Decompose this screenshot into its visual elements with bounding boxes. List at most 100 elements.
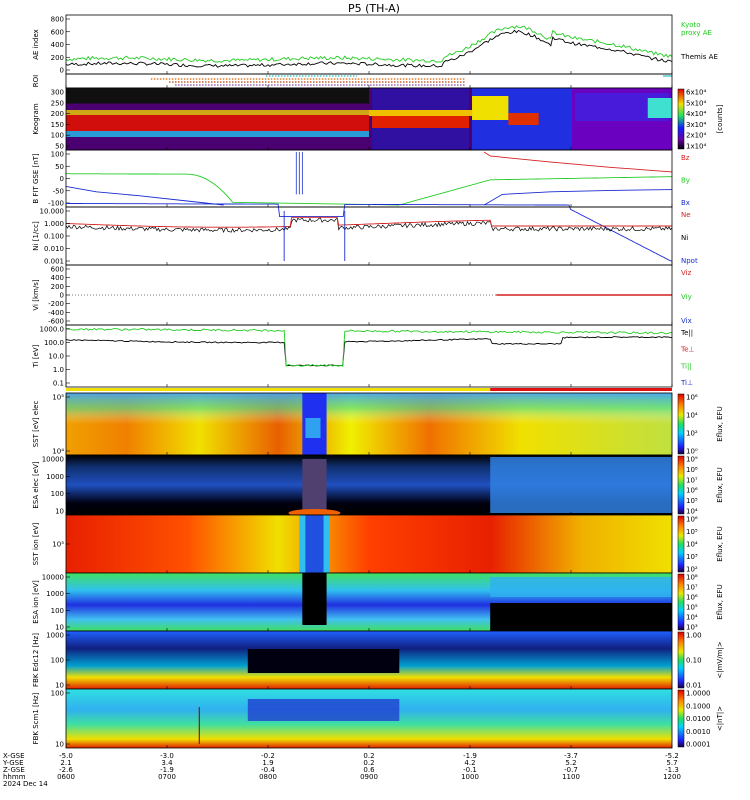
ytick-label: 50 bbox=[55, 143, 64, 151]
spectrogram-quiet bbox=[247, 699, 400, 721]
colorbar-label: Eflux, EFU bbox=[716, 584, 724, 619]
ytick-label: 10 bbox=[55, 508, 64, 516]
y-axis-label: Vi [km/s] bbox=[32, 279, 40, 310]
footer-value: 0600 bbox=[57, 773, 75, 781]
footer-value: -5.0 bbox=[59, 752, 73, 760]
colorbar-tick: 10⁷ bbox=[686, 476, 698, 484]
colorbar-fbk_b: 0.0001 0.0010 0.0100 0.1000 1.0000 <|nT|> bbox=[677, 689, 724, 749]
colorbar-tick: 1.00 bbox=[686, 632, 702, 640]
series-themis-ae bbox=[65, 29, 673, 68]
keogram-aurora bbox=[647, 98, 672, 118]
colorbar-tick: 10² bbox=[686, 430, 698, 438]
ytick-label: 0 bbox=[60, 67, 64, 75]
colorbar-scale bbox=[677, 689, 685, 748]
footer-value: 5.7 bbox=[666, 759, 677, 767]
colorbar-tick: 0.0100 bbox=[686, 715, 711, 723]
colorbar-sst_e: 10⁰ 10² 10⁴ 10⁶ Eflux, EFU bbox=[677, 394, 724, 456]
footer-value: -0.2 bbox=[261, 752, 275, 760]
spectrogram-gap bbox=[305, 515, 324, 573]
colorbar-tick: 6x10⁴ bbox=[686, 89, 707, 97]
ytick-label: 1.000 bbox=[44, 220, 64, 228]
panel-fbk_b: 10 100 FBK Scm1 [Hz] bbox=[32, 688, 673, 749]
keogram-aurora bbox=[66, 115, 369, 131]
spectrogram-region bbox=[490, 603, 672, 631]
colorbar-tick: 10⁸ bbox=[686, 574, 698, 582]
keogram-aurora bbox=[472, 96, 509, 120]
ytick-label: 10 bbox=[55, 682, 64, 690]
legend-entry: Ti|| bbox=[680, 362, 692, 370]
footer-value: 1100 bbox=[562, 773, 580, 781]
colorbar-fbk_e: 0.01 0.10 1.00 <|mV/m|> bbox=[677, 632, 724, 690]
legend-entry: Bz bbox=[681, 154, 690, 162]
ytick-label: 600 bbox=[51, 266, 64, 274]
footer-date: 2024 Dec 14 bbox=[3, 780, 48, 788]
colorbars: 1x10⁴ 2x10⁴ 3x10⁴ 4x10⁴ 5x10⁴ 6x10⁴ [counts] 10… bbox=[677, 89, 724, 749]
colorbar-tick: 0.10 bbox=[686, 657, 702, 665]
series-bx bbox=[65, 185, 224, 206]
colorbar-sst_i: 10² 10³ 10⁴ 10⁵ 10⁶ Eflux, EFU bbox=[677, 516, 724, 574]
footer-value: 0800 bbox=[259, 773, 277, 781]
ytick-label: 100 bbox=[51, 490, 64, 498]
y-axis-label: ESA elec [eV] bbox=[32, 461, 40, 508]
keogram-band bbox=[66, 88, 369, 104]
panel-frame bbox=[65, 324, 673, 388]
legend-entry: Themis AE bbox=[680, 53, 718, 61]
spectrogram-gap bbox=[302, 459, 327, 511]
ytick-label: 10000 bbox=[42, 574, 64, 582]
colorbar-tick: 10⁴ bbox=[686, 614, 698, 622]
y-axis-label: AE index bbox=[32, 29, 40, 60]
colorbar-tick: 10⁵ bbox=[686, 604, 698, 612]
ytick-label: 150 bbox=[51, 121, 64, 129]
colorbar-tick: 10⁵ bbox=[686, 497, 698, 505]
series-bx bbox=[483, 189, 673, 206]
ytick-label: 100 bbox=[51, 151, 64, 159]
ytick-label: 10⁵ bbox=[52, 394, 64, 402]
footer-row-label: Y-GSE bbox=[2, 759, 24, 767]
footer-value: 1000 bbox=[461, 773, 479, 781]
colorbar-tick: 10⁷ bbox=[686, 584, 698, 592]
footer-value: 0.6 bbox=[363, 766, 375, 774]
colorbar-tick: 10⁵ bbox=[686, 528, 698, 536]
series-kyoto-proxy-ae bbox=[65, 25, 673, 63]
y-axis-label: Keogram bbox=[32, 103, 40, 134]
ytick-label: 10⁵ bbox=[52, 541, 64, 549]
spectrogram-region bbox=[490, 457, 672, 513]
colorbar-tick: 1x10⁴ bbox=[686, 143, 707, 151]
ytick-label: 0.1 bbox=[53, 380, 64, 388]
legend-entry: Viy bbox=[681, 293, 692, 301]
y-axis-label: SST [eV] elec bbox=[32, 401, 40, 448]
colorbar-tick: 0.01 bbox=[686, 682, 702, 690]
ytick-label: 250 bbox=[51, 99, 64, 107]
footer-value: 1.9 bbox=[262, 759, 273, 767]
footer-value: 0.2 bbox=[363, 752, 374, 760]
colorbar-tick: 10³ bbox=[686, 553, 698, 561]
legend-entry: Ti⊥ bbox=[680, 379, 693, 387]
legend-entry: Te|| bbox=[680, 329, 693, 337]
keogram-aurora bbox=[66, 110, 369, 115]
ytick-label: -50 bbox=[53, 187, 64, 195]
colorbar-tick: 4x10⁴ bbox=[686, 110, 707, 118]
colorbar-label: <|mV/m|> bbox=[716, 641, 724, 678]
legend-entry: Ni bbox=[681, 234, 688, 242]
footer-value: -0.1 bbox=[463, 766, 477, 774]
ytick-label: 10 bbox=[55, 624, 64, 632]
ytick-label: 0.100 bbox=[44, 233, 64, 241]
ytick-label: 10 bbox=[55, 741, 64, 749]
ytick-label: 10000 bbox=[42, 456, 64, 464]
panel-frame bbox=[65, 206, 673, 266]
colorbar-tick: 10⁶ bbox=[686, 487, 698, 495]
footer-value: 0.2 bbox=[363, 759, 374, 767]
legend-entry: Ne bbox=[681, 211, 691, 219]
colorbar-tick: 10⁶ bbox=[686, 516, 698, 524]
colorbar-tick: 10⁴ bbox=[686, 412, 698, 420]
footer-value: 0900 bbox=[360, 773, 378, 781]
colorbar-scale bbox=[677, 455, 685, 515]
y-axis-label: FBK Scm1 [Hz] bbox=[32, 692, 40, 744]
ytick-label: 200 bbox=[51, 283, 64, 291]
spectrogram-overlay bbox=[66, 393, 672, 455]
footer-value: 2.1 bbox=[60, 759, 71, 767]
